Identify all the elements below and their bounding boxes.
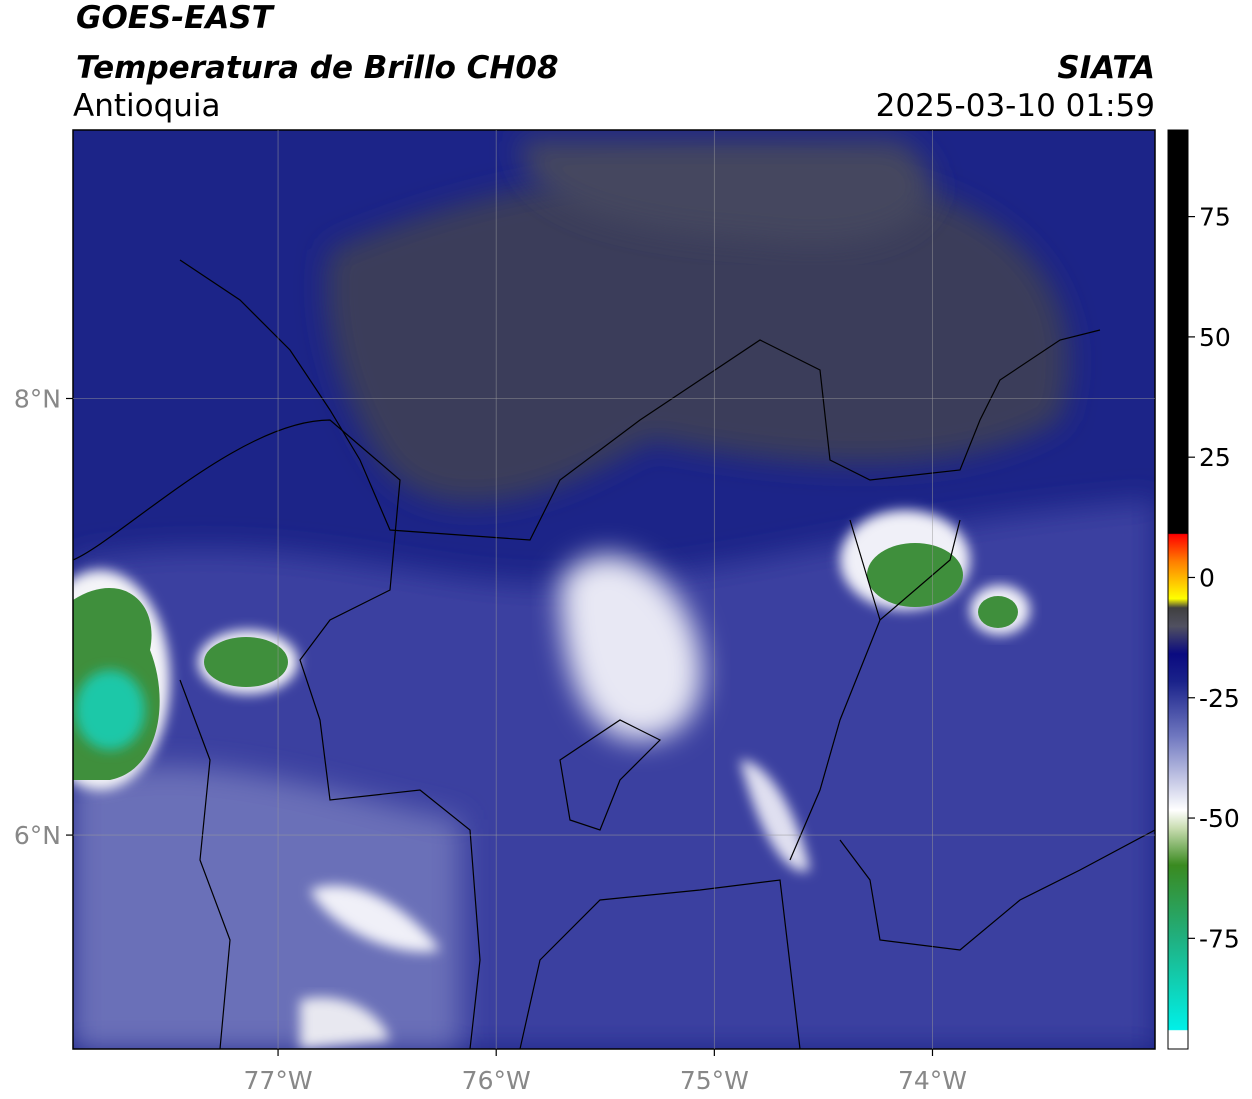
colorbar-tick-label: -75	[1199, 924, 1240, 953]
colorbar-tick-label: -50	[1199, 804, 1240, 833]
x-tick-label: 77°W	[244, 1066, 313, 1095]
datetime: 2025-03-10 01:59	[876, 88, 1155, 124]
colorbar-tick-label: 0	[1199, 563, 1215, 592]
colorbar-tick-label: 75	[1199, 203, 1231, 232]
subtitle: Temperatura de Brillo CH08	[76, 50, 559, 86]
colorbar-tick-label: -25	[1199, 684, 1240, 713]
x-tick-label: 76°W	[462, 1066, 531, 1095]
source: SIATA	[1057, 50, 1155, 86]
x-tick-label: 74°W	[898, 1066, 967, 1095]
colorbar-tick-label: 25	[1199, 443, 1231, 472]
colorbar	[1167, 129, 1189, 1050]
title: GOES-EAST	[76, 0, 276, 36]
satellite-image	[73, 130, 1155, 1049]
y-tick-label: 6°N	[14, 821, 61, 850]
colorbar-tick-label: 50	[1199, 323, 1231, 352]
region: Antioquia	[73, 88, 221, 124]
map-frame	[72, 129, 1156, 1050]
x-tick-label: 75°W	[680, 1066, 749, 1095]
y-tick-label: 8°N	[14, 384, 61, 413]
